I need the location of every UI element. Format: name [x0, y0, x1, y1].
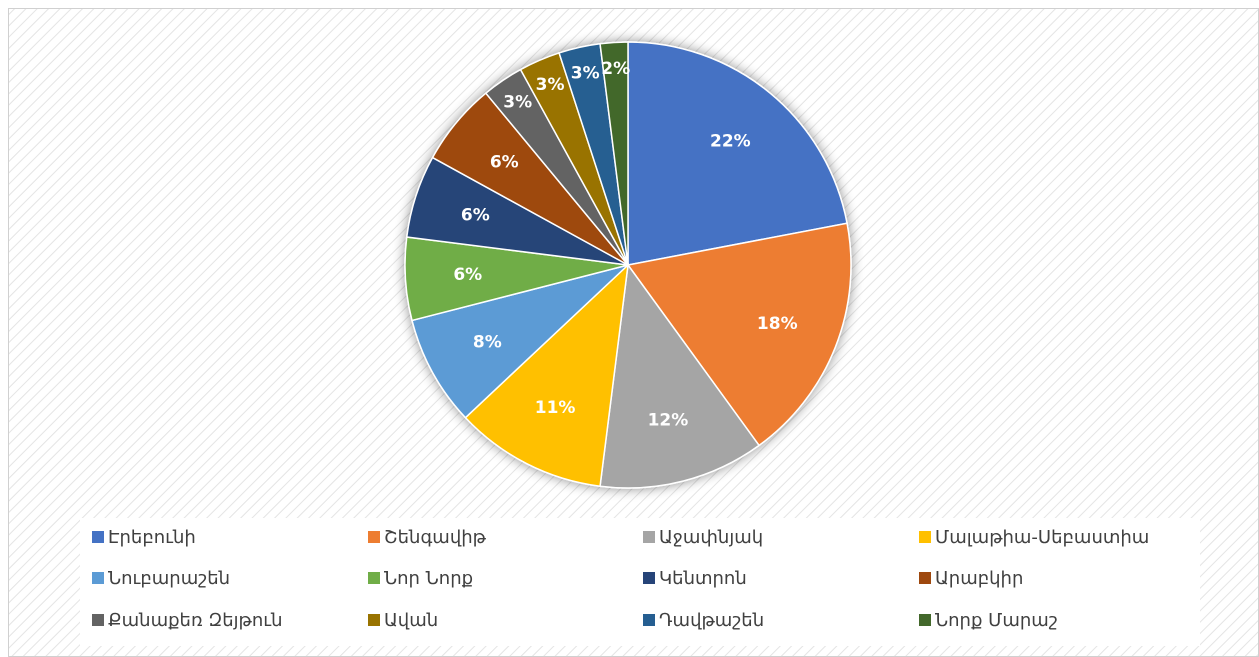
pie [404, 41, 852, 489]
data-label: 22% [710, 131, 751, 151]
data-label: 6% [461, 205, 490, 225]
legend-label: Նուբարաշեն [108, 568, 230, 589]
legend-label: Էրեբունի [108, 527, 196, 548]
legend-swatch [368, 572, 380, 584]
data-label: 3% [503, 93, 532, 113]
legend-swatch [919, 614, 931, 626]
pie-slice [627, 41, 848, 266]
data-label: 6% [453, 265, 482, 285]
legend-label: Արաբկիր [935, 568, 1023, 589]
legend-swatch [643, 614, 655, 626]
legend-swatch [92, 614, 104, 626]
legend-label: Մալաթիա-Սեբաստիա [935, 527, 1149, 548]
legend-label: Շենգավիթ [384, 527, 487, 548]
legend-swatch [643, 572, 655, 584]
legend-box [80, 518, 1200, 646]
legend-swatch [368, 614, 380, 626]
data-label: 3% [571, 63, 600, 83]
legend-label: Աջափնյակ [659, 527, 763, 548]
legend-swatch [92, 531, 104, 543]
legend-label: Կենտրոն [659, 568, 747, 589]
pie-slice [411, 264, 629, 419]
data-label: 8% [473, 332, 502, 352]
data-label: 2% [601, 59, 630, 79]
legend-label: Նոր Նորք [384, 568, 473, 589]
pie-slice [464, 263, 630, 488]
data-label: 18% [757, 314, 798, 334]
legend-label: Նորք Մարաշ [935, 610, 1058, 631]
legend-label: Դավթաշեն [659, 610, 764, 631]
legend-swatch [643, 531, 655, 543]
legend-label: Ավան [384, 610, 438, 631]
pie-slice [599, 263, 761, 489]
legend-swatch [92, 572, 104, 584]
legend-swatch [919, 531, 931, 543]
legend-swatch [368, 531, 380, 543]
data-label: 3% [536, 75, 565, 95]
data-label: 6% [490, 153, 519, 173]
legend-swatch [919, 572, 931, 584]
pie-slice [599, 41, 629, 266]
legend-label: Քանաքեռ Զեյթուն [108, 610, 282, 631]
data-label: 12% [648, 411, 689, 431]
data-label: 11% [535, 398, 576, 418]
pie-slice [626, 222, 852, 447]
